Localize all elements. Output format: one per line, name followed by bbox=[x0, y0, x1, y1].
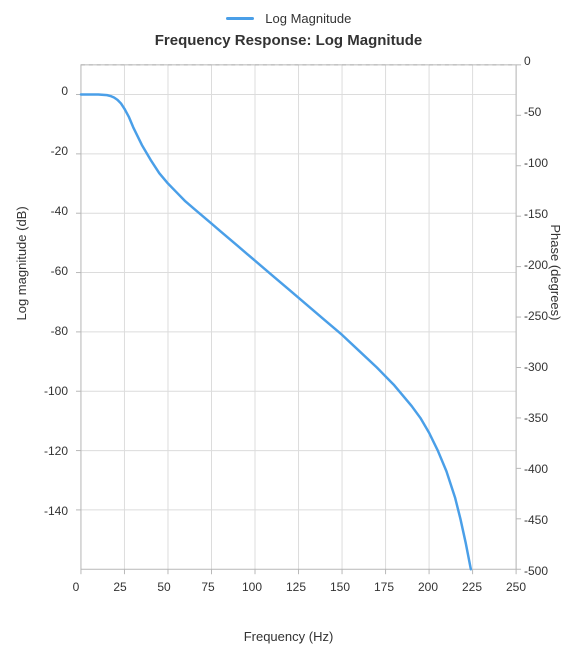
y-right-tick-label: -450 bbox=[524, 513, 564, 527]
legend: Log Magnitude bbox=[0, 10, 577, 26]
y-right-tick-label: -200 bbox=[524, 258, 564, 272]
y-left-tick-label: -60 bbox=[28, 264, 68, 278]
y-left-tick-label: -20 bbox=[28, 144, 68, 158]
y-right-tick-label: 0 bbox=[524, 54, 564, 68]
y-left-tick-label: -100 bbox=[28, 384, 68, 398]
plot-area bbox=[76, 62, 516, 572]
x-tick-label: 75 bbox=[193, 580, 223, 594]
y-right-tick-label: -400 bbox=[524, 462, 564, 476]
x-tick-label: 25 bbox=[105, 580, 135, 594]
x-tick-label: 50 bbox=[149, 580, 179, 594]
x-tick-label: 200 bbox=[413, 580, 443, 594]
x-tick-label: 175 bbox=[369, 580, 399, 594]
y-right-tick-label: -150 bbox=[524, 207, 564, 221]
y-right-tick-label: -50 bbox=[524, 105, 564, 119]
y-left-tick-label: -120 bbox=[28, 444, 68, 458]
y-left-tick-label: -40 bbox=[28, 204, 68, 218]
y-right-tick-label: -300 bbox=[524, 360, 564, 374]
y-axis-right-label: Phase (degrees) bbox=[548, 224, 563, 320]
y-right-tick-label: -350 bbox=[524, 411, 564, 425]
y-left-tick-label: 0 bbox=[28, 84, 68, 98]
y-right-tick-label: -100 bbox=[524, 156, 564, 170]
y-left-tick-label: -80 bbox=[28, 324, 68, 338]
x-axis-label: Frequency (Hz) bbox=[0, 629, 577, 644]
y-left-tick-label: -140 bbox=[28, 504, 68, 518]
y-right-tick-label: -500 bbox=[524, 564, 564, 578]
x-tick-label: 225 bbox=[457, 580, 487, 594]
x-tick-label: 250 bbox=[501, 580, 531, 594]
legend-label: Log Magnitude bbox=[265, 11, 351, 26]
legend-swatch bbox=[226, 17, 254, 20]
y-axis-left-label: Log magnitude (dB) bbox=[14, 206, 29, 320]
x-tick-label: 150 bbox=[325, 580, 355, 594]
x-tick-label: 0 bbox=[61, 580, 91, 594]
y-right-tick-label: -250 bbox=[524, 309, 564, 323]
x-tick-label: 125 bbox=[281, 580, 311, 594]
x-tick-label: 100 bbox=[237, 580, 267, 594]
chart-title: Frequency Response: Log Magnitude bbox=[0, 32, 577, 49]
